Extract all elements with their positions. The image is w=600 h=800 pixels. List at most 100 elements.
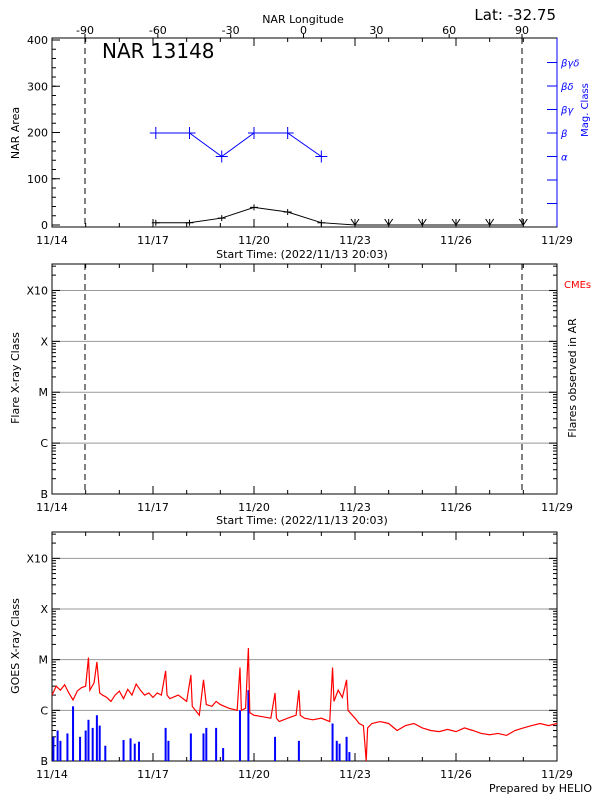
x-tick-label: 11/26: [440, 501, 472, 514]
y-tick-label: B: [40, 488, 48, 501]
area-zero-marker: [451, 218, 461, 226]
flare-bar: [137, 741, 140, 761]
mag-tick-label: βγ: [560, 106, 574, 117]
mag-tick-label: β: [560, 129, 568, 140]
y-tick-label: M: [39, 654, 49, 667]
flare-bar: [52, 736, 55, 761]
panel1-ylabel: NAR Area: [9, 107, 22, 159]
flare-bar: [247, 690, 250, 761]
panel1-xlabel: Start Time: (2022/11/13 20:03): [216, 248, 388, 261]
flare-bar: [133, 743, 136, 761]
x-tick-label: 11/20: [238, 501, 270, 514]
x-tick-label: 11/14: [36, 234, 68, 247]
cmes-legend: CMEs: [564, 280, 591, 291]
flare-bar: [87, 719, 90, 761]
flare-bar: [91, 727, 94, 761]
flare-bar: [215, 727, 218, 761]
flare-bar: [72, 706, 75, 761]
mag-class-point: [215, 150, 228, 163]
mag-class-point: [149, 127, 162, 139]
flare-bar: [238, 710, 241, 761]
x-tick-label: 11/17: [137, 501, 169, 514]
top-tick-label: 0: [300, 24, 307, 37]
mag-tick-label: α: [561, 153, 568, 164]
panel2-frame: [51, 263, 558, 495]
x-tick-label: 11/14: [36, 501, 68, 514]
area-zero-marker: [518, 218, 528, 226]
mag-class-point: [315, 150, 328, 163]
top-tick-label: -90: [76, 24, 94, 37]
flare-bar: [345, 736, 348, 761]
flare-bar: [66, 733, 69, 761]
x-tick-label: 11/29: [541, 234, 573, 247]
x-tick-label: 11/29: [541, 501, 573, 514]
flare-bar: [84, 730, 87, 761]
y-tick-label: X10: [26, 552, 48, 565]
area-point: [317, 219, 326, 226]
x-tick-label: 11/26: [440, 768, 472, 781]
mag-tick-label: βδ: [560, 82, 574, 93]
y-tick-label: X: [40, 603, 48, 616]
flare-bar: [338, 743, 341, 761]
flare-bar: [59, 740, 62, 761]
y-tick-label: 200: [27, 127, 48, 140]
flare-bar: [205, 727, 208, 761]
flare-bar: [202, 733, 205, 761]
area-point: [185, 219, 194, 226]
flare-bar: [104, 745, 107, 761]
mag-tick-label: βγδ: [560, 59, 579, 70]
flare-bar: [222, 748, 225, 761]
area-zero-marker: [485, 218, 495, 226]
mag-class-point: [281, 127, 294, 139]
flare-bar: [274, 736, 277, 761]
x-tick-label: 11/23: [339, 501, 371, 514]
x-tick-label: 11/14: [36, 768, 68, 781]
y-tick-label: X: [40, 335, 48, 348]
y-tick-label: 0: [41, 219, 48, 232]
x-tick-label: 11/26: [440, 234, 472, 247]
x-tick-label: 11/29: [541, 768, 573, 781]
y-tick-label: 300: [27, 80, 48, 93]
top-tick-label: -30: [222, 24, 240, 37]
flare-bar: [122, 739, 125, 761]
flare-bar: [297, 740, 300, 761]
flare-bar: [189, 733, 192, 761]
flare-bar: [335, 740, 338, 761]
area-point: [250, 204, 258, 211]
flare-bar: [129, 738, 132, 761]
flare-bar: [56, 730, 59, 761]
flare-bar: [348, 752, 351, 761]
top-tick-label: -60: [149, 24, 167, 37]
panel1-frame: [51, 37, 558, 228]
top-tick-label: 30: [369, 24, 383, 37]
goes-flux-line: [51, 647, 558, 762]
y-tick-label: M: [39, 386, 49, 399]
flare-bar: [98, 725, 101, 761]
top-tick-label: 90: [515, 24, 529, 37]
panel2-ylabel: Flare X-ray Class: [9, 332, 22, 424]
x-tick-label: 11/17: [137, 234, 169, 247]
latitude-label: Lat: -32.75: [474, 6, 556, 24]
mag-class-point: [248, 127, 260, 139]
mag-class-point: [183, 127, 196, 139]
area-zero-marker: [350, 218, 360, 226]
region-title: NAR 13148: [102, 39, 215, 63]
flare-bar: [167, 740, 170, 761]
y-tick-label: 100: [27, 173, 48, 186]
y-tick-label: 400: [27, 34, 48, 47]
area-zero-marker: [384, 218, 394, 226]
panel3-frame: [51, 531, 558, 762]
area-point: [283, 209, 292, 216]
top-tick-label: 60: [442, 24, 456, 37]
flare-bar: [164, 727, 167, 761]
y-tick-label: B: [40, 755, 48, 768]
panel1-y2label: Mag. Class: [580, 83, 591, 137]
x-tick-label: 11/23: [339, 768, 371, 781]
y-tick-label: X10: [26, 284, 48, 297]
y-tick-label: C: [40, 704, 48, 717]
y-tick-label: C: [40, 437, 48, 450]
x-tick-label: 11/20: [238, 234, 270, 247]
x-tick-label: 11/20: [238, 768, 270, 781]
panel3-ylabel: GOES X-ray Class: [9, 598, 22, 694]
